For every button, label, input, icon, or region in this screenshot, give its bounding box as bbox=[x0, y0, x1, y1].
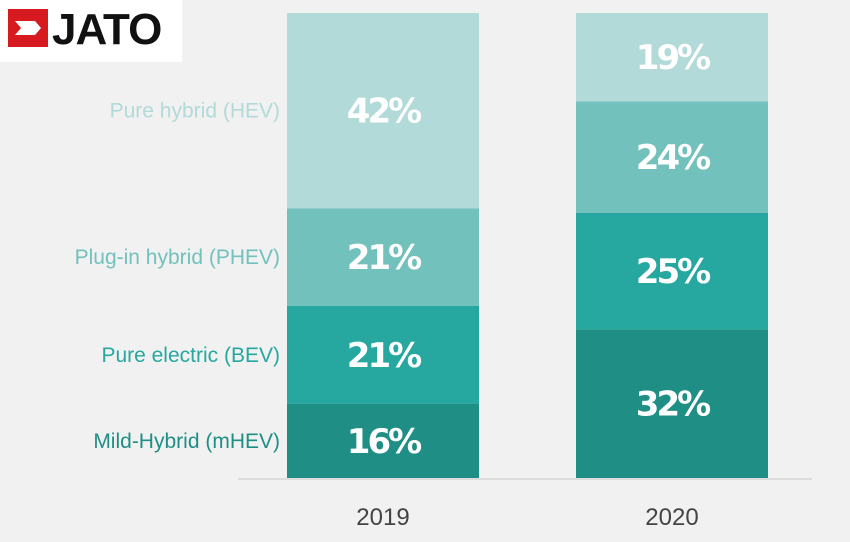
bar-segment-2019-pure-hybrid-hev bbox=[287, 13, 479, 209]
bar-segment-2020-pure-electric-bev bbox=[576, 212, 768, 330]
legend-label-plug-in-hybrid-phev: Plug-in hybrid (PHEV) bbox=[75, 246, 280, 269]
bar-segment-2019-mild-hybrid-mhev bbox=[287, 403, 479, 478]
jato-logo-text: JATO bbox=[52, 5, 162, 54]
data-label-2020-pure-hybrid-hev: 19% bbox=[636, 38, 710, 78]
data-label-2020-plug-in-hybrid-phev: 24% bbox=[636, 138, 710, 178]
legend-label-pure-hybrid-hev: Pure hybrid (HEV) bbox=[110, 100, 280, 123]
x-tick-label-2019: 2019 bbox=[356, 504, 409, 531]
data-label-2019-pure-electric-bev: 21% bbox=[347, 336, 421, 376]
bar-segment-2019-pure-electric-bev bbox=[287, 305, 479, 404]
jato-logo: JATO bbox=[0, 0, 182, 62]
legend-label-mild-hybrid-mhev: Mild-Hybrid (mHEV) bbox=[93, 430, 280, 453]
x-tick-label-2020: 2020 bbox=[645, 504, 698, 531]
data-label-2019-pure-hybrid-hev: 42% bbox=[347, 92, 421, 132]
legend-label-pure-electric-bev: Pure electric (BEV) bbox=[101, 344, 280, 367]
bar-segment-2020-plug-in-hybrid-phev bbox=[576, 101, 768, 213]
jato-logo-mark-icon bbox=[8, 9, 48, 47]
data-label-2020-pure-electric-bev: 25% bbox=[636, 252, 710, 292]
data-label-2019-plug-in-hybrid-phev: 21% bbox=[347, 238, 421, 278]
bar-segment-2019-plug-in-hybrid-phev bbox=[287, 208, 479, 306]
data-label-2020-mild-hybrid-mhev: 32% bbox=[636, 385, 710, 425]
data-label-2019-mild-hybrid-mhev: 16% bbox=[347, 422, 421, 462]
bar-segment-2020-pure-hybrid-hev bbox=[576, 13, 768, 102]
bar-segment-2020-mild-hybrid-mhev bbox=[576, 329, 768, 478]
